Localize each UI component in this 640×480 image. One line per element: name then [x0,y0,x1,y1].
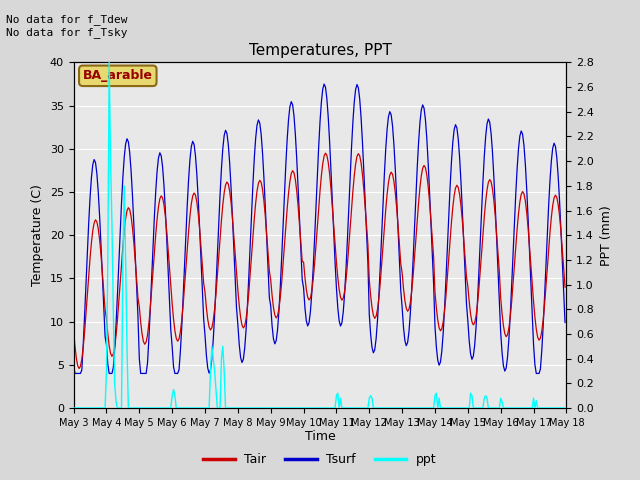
Title: Temperatures, PPT: Temperatures, PPT [248,44,392,59]
X-axis label: Time: Time [305,431,335,444]
Legend: Tair, Tsurf, ppt: Tair, Tsurf, ppt [198,448,442,471]
Text: No data for f_Tdew
No data for f_Tsky: No data for f_Tdew No data for f_Tsky [6,14,128,38]
Y-axis label: PPT (mm): PPT (mm) [600,205,612,265]
Y-axis label: Temperature (C): Temperature (C) [31,184,44,286]
Text: BA_arable: BA_arable [83,69,153,82]
